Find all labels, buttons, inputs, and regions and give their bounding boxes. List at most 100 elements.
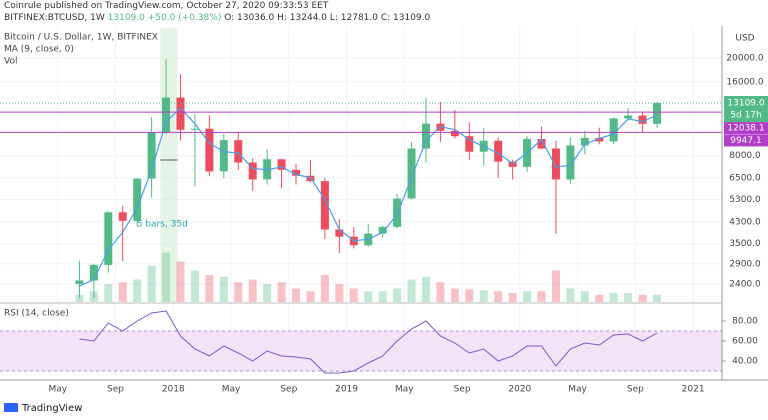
rsi-tick-label: 80.00 xyxy=(732,317,758,327)
change: +50.0 (+0.38%) xyxy=(147,13,222,23)
volume-bar xyxy=(190,270,199,302)
y-tick-label: 4300.0 xyxy=(729,217,761,227)
candle-body xyxy=(551,148,560,180)
level-label: 12038.1 xyxy=(727,124,764,134)
y-tick-label: 16000.0 xyxy=(726,77,763,87)
volume-bar xyxy=(494,291,503,302)
volume-bar xyxy=(508,293,517,302)
x-tick-label: Sep xyxy=(454,385,471,395)
level-tag xyxy=(724,122,768,135)
volume-bar xyxy=(277,282,286,302)
volume-bar xyxy=(335,284,344,302)
candle-body xyxy=(450,130,459,137)
candle-body xyxy=(89,264,98,281)
legend-vol: Vol xyxy=(4,57,17,67)
volume-bar xyxy=(349,288,358,302)
candle-body xyxy=(248,162,257,180)
volume-bar xyxy=(421,276,430,302)
publisher-line: Coinrule published on TradingView.com, O… xyxy=(4,1,329,11)
candle-body xyxy=(537,139,546,149)
x-tick-label: May xyxy=(395,385,414,395)
ohlc: O: 13036.0 H: 13244.0 L: 12781.0 C: 1310… xyxy=(224,13,431,23)
symbol-line: BITFINEX:BTCUSD, 1W 13109.0 +50.0 (+0.38… xyxy=(4,13,430,23)
volume-bar xyxy=(523,291,532,302)
candle-body xyxy=(133,178,142,221)
x-tick-label: Sep xyxy=(280,385,297,395)
volume-bar xyxy=(320,275,329,302)
candle-body xyxy=(75,280,84,284)
candle-body xyxy=(609,118,618,142)
volume-bar xyxy=(479,290,488,302)
volume-bar xyxy=(624,293,633,302)
x-tick-label: 2019 xyxy=(335,385,358,395)
logo: TradingView xyxy=(4,403,82,414)
y-tick-label: 8000.0 xyxy=(729,151,761,161)
candle-body xyxy=(118,212,127,221)
y-tick-label: 6500.0 xyxy=(729,173,761,183)
candle-body xyxy=(104,212,113,265)
candle-body xyxy=(147,132,156,179)
x-tick-label: May xyxy=(48,385,67,395)
level-label: 9947.1 xyxy=(730,136,762,146)
volume-bar xyxy=(162,252,171,302)
volume-bar xyxy=(176,261,185,302)
candle-body xyxy=(335,229,344,237)
candle-body xyxy=(190,128,199,130)
volume-bar xyxy=(378,291,387,302)
candle-body xyxy=(465,136,474,152)
candle-body xyxy=(219,140,228,172)
measure-label: 5 bars, 35d xyxy=(137,220,188,230)
candle-body xyxy=(407,148,416,199)
countdown-label: 5d 17h xyxy=(730,111,761,121)
legend-rsi: RSI (14, close) xyxy=(4,309,69,319)
volume-bar xyxy=(566,288,575,302)
volume-bar xyxy=(595,294,604,302)
volume-bar xyxy=(580,291,589,302)
legend-title: Bitcoin / U.S. Dollar, 1W, BITFINEX xyxy=(4,33,158,43)
y-tick-label: 20000.0 xyxy=(726,53,763,63)
volume-bar xyxy=(118,282,127,302)
rsi-band xyxy=(0,331,722,371)
last-price-label: 13109.0 xyxy=(727,99,764,109)
y-tick-label: 2400.0 xyxy=(729,279,761,289)
volume-bar xyxy=(537,291,546,302)
rsi-tick-label: 40.00 xyxy=(732,357,758,367)
candle-body xyxy=(421,123,430,149)
candle-body xyxy=(176,97,185,130)
x-tick-label: May xyxy=(222,385,241,395)
x-tick-label: Sep xyxy=(627,385,644,395)
volume-bar xyxy=(133,279,142,302)
candle-body xyxy=(378,226,387,234)
volume-bar xyxy=(436,282,445,302)
volume-bar xyxy=(407,279,416,302)
volume-bar xyxy=(306,291,315,302)
candle-body xyxy=(205,128,214,172)
candle-body xyxy=(566,145,575,180)
rsi-tick-label: 60.00 xyxy=(732,337,758,347)
volume-bar xyxy=(205,275,214,302)
volume-bar xyxy=(248,279,257,302)
symbol: BITFINEX:BTCUSD, 1W xyxy=(4,13,105,23)
volume-bar xyxy=(234,282,243,302)
volume-bar xyxy=(393,288,402,302)
x-tick-label: 2021 xyxy=(682,385,705,395)
level-tag xyxy=(724,134,768,147)
candle-body xyxy=(624,115,633,119)
candle-body xyxy=(234,140,243,163)
volume-bar xyxy=(364,291,373,302)
candle-body xyxy=(162,97,171,133)
candle-body xyxy=(653,103,662,124)
last: 13109.0 xyxy=(107,13,145,23)
candle-body xyxy=(638,115,647,124)
volume-bar xyxy=(292,288,301,302)
x-tick-label: 2018 xyxy=(162,385,185,395)
ma-line xyxy=(79,107,658,287)
volume-bar xyxy=(465,289,474,302)
volume-bar xyxy=(75,294,84,302)
rsi-line xyxy=(79,310,658,374)
volume-bar xyxy=(609,293,618,302)
x-tick-label: 2020 xyxy=(508,385,531,395)
x-tick-label: Sep xyxy=(107,385,124,395)
footer-brand: TradingView xyxy=(21,403,82,414)
